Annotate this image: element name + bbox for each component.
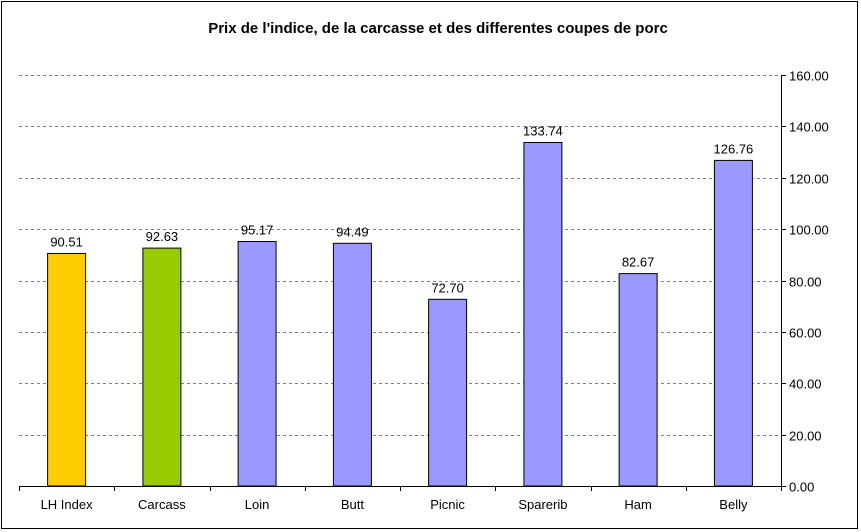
bars (47, 142, 753, 487)
y-tick-label: 80.00 (789, 275, 822, 290)
data-label: 90.51 (50, 235, 83, 250)
data-label: 95.17 (241, 223, 274, 238)
y-tick-label: 100.00 (789, 223, 829, 238)
y-tick-labels: 0.00 20.00 40.00 60.00 80.00 100.00 120.00 140.… (789, 69, 829, 495)
bar-picnic (428, 298, 468, 487)
x-tick-label: Belly (719, 497, 748, 512)
data-label: 82.67 (622, 255, 655, 270)
y-tick-label: 120.00 (789, 172, 829, 187)
x-tick-label: Ham (624, 497, 651, 512)
gridlines (19, 75, 781, 436)
data-label: 72.70 (431, 280, 464, 295)
x-tick-label: Picnic (430, 497, 465, 512)
bar-sparerib (523, 142, 563, 487)
bar-loin (237, 241, 277, 487)
chart-title: Prix de l'indice, de la carcasse et des … (208, 20, 668, 37)
y-tick-label: 160.00 (789, 69, 829, 84)
bar-carcass (142, 247, 182, 487)
y-tick-label: 0.00 (789, 480, 814, 495)
data-label: 94.49 (336, 224, 369, 239)
data-label: 92.63 (146, 229, 179, 244)
bar-butt (332, 242, 372, 487)
data-label: 133.74 (523, 124, 563, 139)
y-tick-label: 140.00 (789, 120, 829, 135)
data-labels: 90.51 92.63 95.17 94.49 72.70 133.74 82.67 126.… (50, 124, 753, 296)
x-tick-label: Carcass (138, 497, 186, 512)
x-tick-label: Sparerib (518, 497, 567, 512)
x-tick-label: Loin (245, 497, 270, 512)
bar-ham (618, 273, 658, 487)
x-tick-label: LH Index (41, 497, 94, 512)
y-tick-label: 60.00 (789, 326, 822, 341)
x-tick-label: Butt (341, 497, 365, 512)
bar-belly (713, 159, 753, 487)
y-tick-label: 20.00 (789, 429, 822, 444)
y-tick-label: 40.00 (789, 377, 822, 392)
bar-lh-index (47, 253, 87, 487)
data-label: 126.76 (714, 141, 754, 156)
x-tick-labels: LH Index Carcass Loin Butt Picnic Sparerib Ham… (41, 497, 748, 512)
axes (19, 75, 786, 491)
